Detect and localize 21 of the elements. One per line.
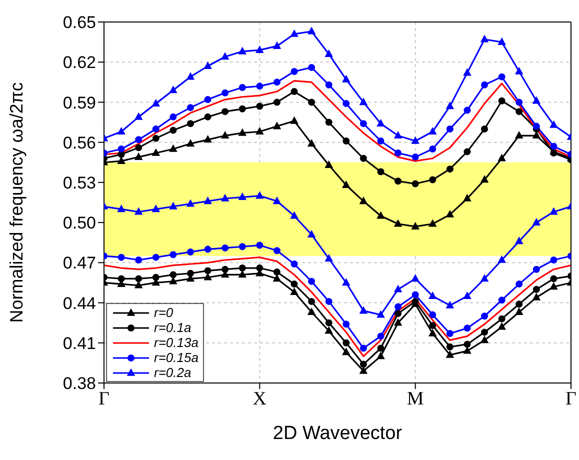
y-tick-label: 0.47 xyxy=(62,254,96,273)
legend-label: r=0.2a xyxy=(154,365,192,380)
y-tick-label: 0.41 xyxy=(62,334,96,353)
y-tick-label: 0.65 xyxy=(62,13,96,32)
legend-label: r=0.15a xyxy=(154,350,198,365)
legend-label: r=0 xyxy=(154,305,174,320)
legend-label: r=0.1a xyxy=(154,320,192,335)
x-tick-label: X xyxy=(252,388,267,410)
y-tick-label: 0.53 xyxy=(62,173,96,192)
y-tick-label: 0.38 xyxy=(62,374,96,394)
y-tick-label: 0.59 xyxy=(62,93,96,112)
y-axis-title: Normalized frequency ωa/2πc xyxy=(6,82,26,323)
y-tick-label: 0.56 xyxy=(62,133,96,152)
x-axis-title: 2D Wavevector xyxy=(272,423,403,444)
legend-label: r=0.13a xyxy=(154,335,198,350)
x-tick-label: M xyxy=(406,388,424,410)
y-tick-label: 0.62 xyxy=(62,53,96,72)
x-tick-label: Γ xyxy=(98,388,110,410)
y-tick-label: 0.44 xyxy=(62,294,96,313)
y-tick-label: 0.50 xyxy=(62,214,96,233)
x-tick-label: Γ xyxy=(566,388,577,410)
